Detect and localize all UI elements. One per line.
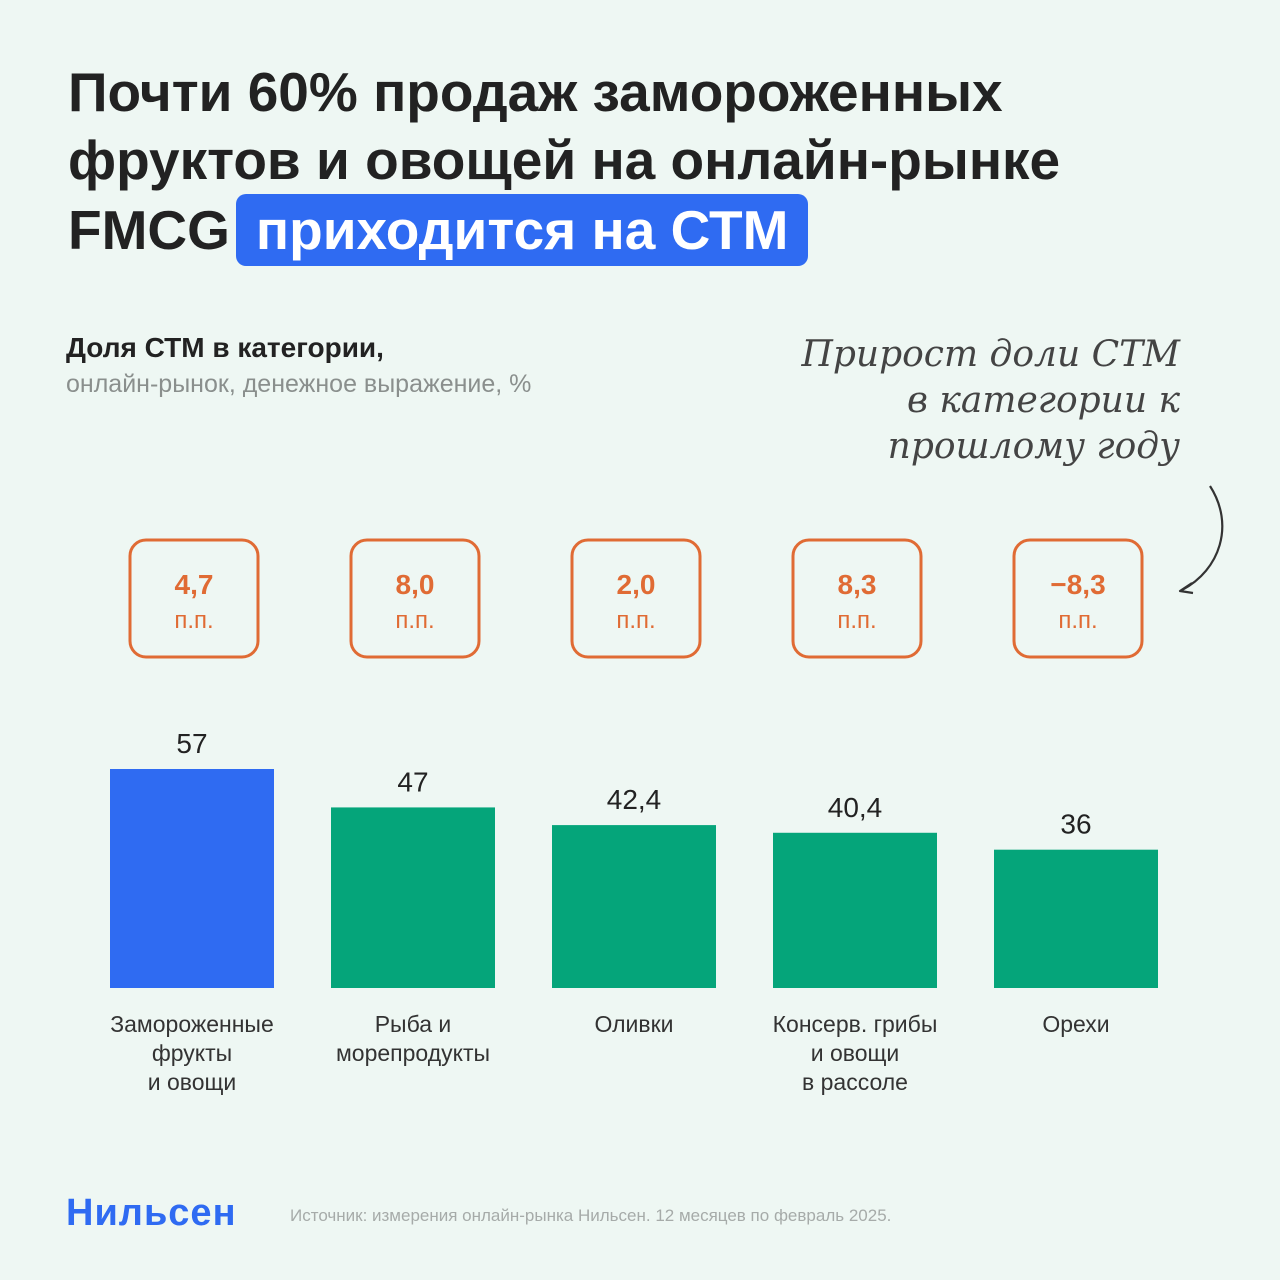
change-unit: п.п. xyxy=(395,607,434,634)
chart-subtitle: Доля СТМ в категории, xyxy=(66,332,384,363)
category-label: и овощи xyxy=(148,1069,237,1095)
bar-value-label: 42,4 xyxy=(607,784,662,815)
bar xyxy=(552,825,716,988)
category-label: фрукты xyxy=(152,1040,232,1066)
curved-arrow-icon xyxy=(1178,485,1224,595)
change-value: 8,3 xyxy=(838,569,877,600)
headline-line-1: Почти 60% продаж замороженных xyxy=(68,61,1003,123)
growth-note-line-3: прошлому году xyxy=(887,426,1180,467)
change-badge xyxy=(128,538,260,659)
bar-value-label: 36 xyxy=(1060,809,1091,840)
category-label: Рыба и xyxy=(375,1011,452,1037)
bar xyxy=(110,769,274,988)
change-badge xyxy=(791,538,923,659)
bar-value-label: 40,4 xyxy=(828,792,883,823)
change-unit: п.п. xyxy=(1058,607,1097,634)
category-label: морепродукты xyxy=(336,1040,490,1066)
category-label: Оливки xyxy=(594,1011,673,1037)
headline-line-2: фруктов и овощей на онлайн-рынке xyxy=(68,129,1061,191)
change-badge xyxy=(570,538,702,659)
change-value: −8,3 xyxy=(1050,569,1105,600)
chart-subtitle-units: онлайн-рынок, денежное выражение, % xyxy=(66,370,532,398)
category-label: Орехи xyxy=(1042,1011,1109,1037)
change-value: 4,7 xyxy=(175,569,214,600)
headline: Почти 60% продаж замороженных фруктов и … xyxy=(68,58,1218,266)
change-badge xyxy=(349,538,481,659)
headline-line-3: FMCG приходится на СТМ xyxy=(68,194,1218,266)
growth-note: Прирост доли СТМ в категории к прошлому … xyxy=(760,332,1180,470)
growth-note-line-2: в категории к xyxy=(906,380,1180,421)
change-badge xyxy=(1012,538,1144,659)
bar xyxy=(994,849,1158,988)
change-unit: п.п. xyxy=(174,607,213,634)
category-label: в рассоле xyxy=(802,1069,908,1095)
change-value: 2,0 xyxy=(617,569,656,600)
bar xyxy=(773,832,937,988)
headline-highlight: приходится на СТМ xyxy=(235,194,809,266)
source-note: Источник: измерения онлайн-рынка Нильсен… xyxy=(290,1206,892,1225)
headline-prefix: FMCG xyxy=(68,199,230,261)
change-value: 8,0 xyxy=(396,569,435,600)
bar xyxy=(331,807,495,988)
bar-value-label: 47 xyxy=(397,766,428,797)
growth-note-line-1: Прирост доли СТМ xyxy=(801,334,1180,375)
change-unit: п.п. xyxy=(837,607,876,634)
category-label: и овощи xyxy=(811,1040,900,1066)
change-unit: п.п. xyxy=(616,607,655,634)
category-label: Консерв. грибы xyxy=(773,1011,938,1037)
category-label: Замороженные xyxy=(110,1011,274,1037)
bar-value-label: 57 xyxy=(176,728,207,759)
brand-logo: Нильсен xyxy=(66,1192,237,1234)
